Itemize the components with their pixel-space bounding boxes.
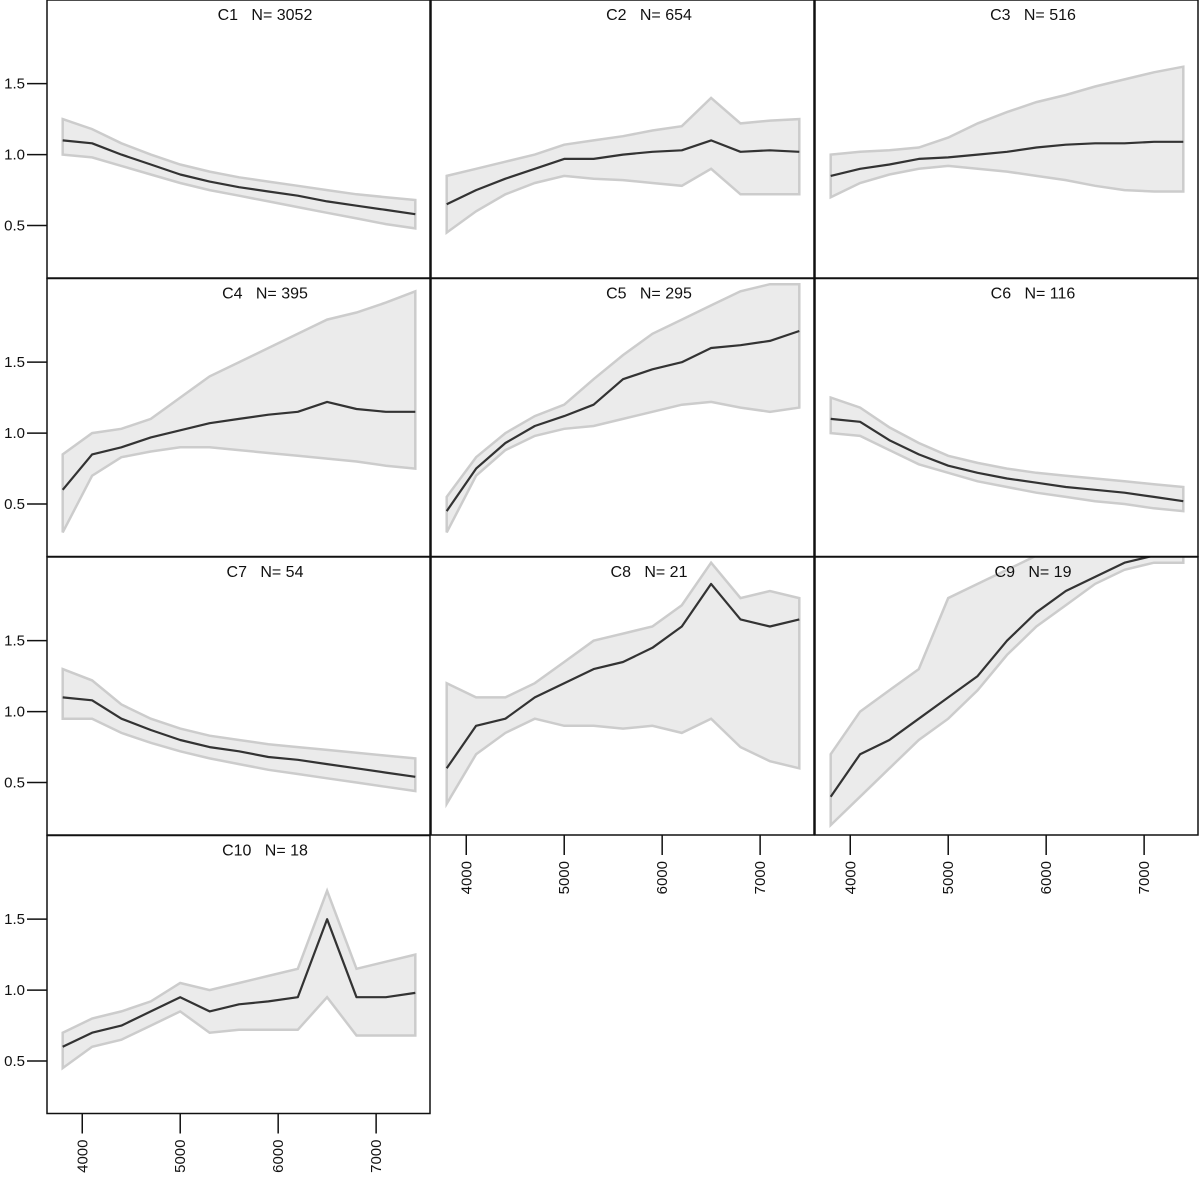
- panel: C7 N= 54 0.5 1.0 1.5: [4, 556, 431, 836]
- panel: C3 N= 516: [814, 0, 1199, 279]
- x-tick-label: 5000: [172, 1140, 189, 1173]
- mean-line: [830, 417, 1184, 503]
- panel-frame: [814, 556, 1199, 836]
- y-tick-label: 0.5: [4, 775, 25, 792]
- panel: C10 N= 18 0.5 1.0 1.5 4000 5000 6000 7000: [4, 834, 431, 1173]
- panel-title: C2 N= 654: [606, 7, 692, 24]
- plot-area: [829, 395, 1185, 513]
- band: [61, 887, 417, 1071]
- panel: C2 N= 654: [430, 0, 815, 279]
- mean-line: [62, 139, 416, 216]
- plot-area: [829, 557, 1185, 829]
- panel: C1 N= 3052 0.5 1.0 1.5: [4, 0, 431, 279]
- band: [445, 560, 801, 809]
- x-tick-label: 7000: [752, 861, 769, 894]
- panel-title: C9 N= 19: [995, 564, 1072, 581]
- y-tick-label: 0.5: [4, 1053, 25, 1070]
- panel-title: C6 N= 116: [991, 286, 1076, 303]
- x-tick-label: 4000: [458, 861, 475, 894]
- x-tick-label: 5000: [940, 861, 957, 894]
- x-tick-label: 4000: [74, 1140, 91, 1173]
- x-tick-label: 7000: [1136, 861, 1153, 894]
- x-tick-label: 4000: [842, 861, 859, 894]
- panel-title: C10 N= 18: [222, 843, 308, 860]
- mean-line: [445, 582, 800, 769]
- panel: C6 N= 116: [814, 277, 1199, 558]
- mean-line: [830, 140, 1184, 177]
- band: [829, 395, 1185, 513]
- panel-frame: [46, 834, 431, 1115]
- band: [829, 65, 1185, 200]
- y-tick-label: 0.5: [4, 496, 25, 513]
- panel: C5 N= 295: [430, 277, 815, 558]
- mean-line: [62, 918, 416, 1048]
- plot-area: [61, 887, 417, 1071]
- y-tick-label: 1.5: [4, 633, 25, 650]
- plot-area: [829, 65, 1185, 200]
- plot-area: [61, 117, 417, 230]
- band: [445, 96, 801, 236]
- plot-area: [445, 96, 801, 236]
- x-tick-label: 6000: [654, 861, 671, 894]
- mean-line: [446, 139, 800, 206]
- y-tick-label: 1.5: [4, 911, 25, 928]
- panel: C8 N= 21 4000 5000 6000 7000: [430, 556, 815, 894]
- band: [829, 557, 1185, 829]
- panel: C9 N= 19 4000 5000 6000 7000: [814, 556, 1199, 894]
- y-tick-label: 1.0: [4, 982, 25, 999]
- band: [61, 117, 417, 230]
- y-tick-label: 1.0: [4, 704, 25, 721]
- y-tick-label: 0.5: [4, 218, 25, 235]
- plot-area: [445, 560, 801, 809]
- plot-area: [61, 667, 417, 793]
- panel-title: C7 N= 54: [227, 564, 304, 581]
- band: [61, 667, 417, 793]
- panel-title: C3 N= 516: [990, 7, 1076, 24]
- panel-title: C8 N= 21: [611, 564, 688, 581]
- panel-title: C1 N= 3052: [218, 7, 313, 24]
- mean-line: [445, 329, 800, 512]
- y-tick-label: 1.5: [4, 76, 25, 93]
- band: [61, 289, 417, 533]
- band: [445, 282, 801, 533]
- panel: C4 N= 395 0.5 1.0 1.5: [4, 277, 431, 558]
- y-tick-label: 1.5: [4, 354, 25, 371]
- plot-area: [61, 289, 417, 533]
- x-tick-label: 5000: [556, 861, 573, 894]
- panel-title: C5 N= 295: [606, 286, 692, 303]
- mean-line: [61, 400, 416, 491]
- y-tick-label: 1.0: [4, 425, 25, 442]
- y-tick-label: 1.0: [4, 147, 25, 164]
- x-tick-label: 7000: [368, 1140, 385, 1173]
- panel-frame: [430, 556, 815, 836]
- plot-area: [445, 282, 801, 533]
- x-tick-label: 6000: [1038, 861, 1055, 894]
- mean-line: [829, 557, 1153, 798]
- mean-line: [62, 696, 416, 778]
- x-tick-label: 6000: [270, 1140, 287, 1173]
- panel-title: C4 N= 395: [222, 286, 308, 303]
